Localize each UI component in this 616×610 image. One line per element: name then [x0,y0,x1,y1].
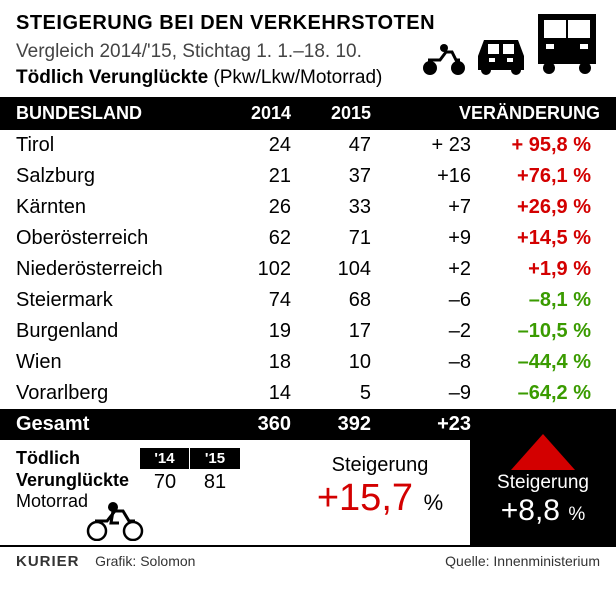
cell-diff: –2 [371,320,471,343]
bottom-right-panel: Steigerung +8,8 % [470,440,616,545]
table-header-row: BUNDESLAND 2014 2015 VERÄNDERUNG [0,97,616,130]
triangle-up-icon [511,434,575,470]
header-change: VERÄNDERUNG [371,103,600,124]
table-row: Steiermark7468–6–8,1 % [16,285,600,316]
increase-value-right: +8,8 % [470,494,616,528]
cell-diff: –9 [371,382,471,405]
mini-table-header: '14 '15 [140,448,240,469]
cell-land: Salzburg [16,165,211,188]
cell-land: Vorarlberg [16,382,211,405]
mini-header-15: '15 [190,448,240,469]
cell-2014: 102 [211,258,291,281]
table-row: Salzburg2137+16+76,1 % [16,161,600,192]
cell-diff: +9 [371,227,471,250]
cell-2015: 47 [291,134,371,157]
cell-2014: 24 [211,134,291,157]
table-row: Vorarlberg145–9–64,2 % [16,378,600,409]
cell-pct: +14,5 % [471,227,591,250]
table-row: Oberösterreich6271+9+14,5 % [16,223,600,254]
cell-pct: +26,9 % [471,196,591,219]
cell-2014: 62 [211,227,291,250]
subtitle-light: (Pkw/Lkw/Motorrad) [208,67,382,88]
cell-diff: –8 [371,351,471,374]
cell-land: Wien [16,351,211,374]
cell-land: Tirol [16,134,211,157]
cell-pct: +76,1 % [471,165,591,188]
cell-pct: –64,2 % [471,382,591,405]
cell-2015: 37 [291,165,371,188]
cell-pct: –8,1 % [471,289,591,312]
table-row: Wien1810–8–44,4 % [16,347,600,378]
cell-2014: 21 [211,165,291,188]
cell-2015: 68 [291,289,371,312]
cell-pct: + 95,8 % [471,134,591,157]
cell-pct: –44,4 % [471,351,591,374]
cell-pct: +1,9 % [471,258,591,281]
cell-diff: + 23 [371,134,471,157]
cell-2014: 26 [211,196,291,219]
brand-name: KURIER [16,553,80,570]
total-2015: 392 [291,413,371,436]
motorcycle-icon [420,42,468,76]
motorcycle-bottom-icon [85,499,145,541]
cell-2015: 10 [291,351,371,374]
mini-value-15: 81 [190,469,240,496]
cell-2015: 104 [291,258,371,281]
cell-2014: 74 [211,289,291,312]
cell-diff: +7 [371,196,471,219]
cell-2015: 17 [291,320,371,343]
bottom-mid-panel: Steigerung +15,7 % [290,440,470,545]
cell-diff: –6 [371,289,471,312]
increase-pct-right: % [568,504,585,525]
table-row: Niederösterreich102104+2+1,9 % [16,254,600,285]
header-bundesland: BUNDESLAND [16,103,211,124]
cell-land: Kärnten [16,196,211,219]
bottom-left-panel: Tödlich Verunglückte Motorrad '14 '15 70… [0,440,290,545]
infographic-container: STEIGERUNG BEI DEN VERKEHRSTOTEN Verglei… [0,0,616,610]
cell-diff: +2 [371,258,471,281]
table-row: Kärnten2633+7+26,9 % [16,192,600,223]
cell-2014: 19 [211,320,291,343]
graphic-credit: Grafik: Solomon [95,553,195,569]
mini-header-14: '14 [140,448,190,469]
cell-2014: 18 [211,351,291,374]
header-2014: 2014 [211,103,291,124]
footer-left: KURIER Grafik: Solomon [16,553,195,570]
total-pct-empty [471,413,591,436]
car-icon [472,30,530,76]
bottom-area: Tödlich Verunglückte Motorrad '14 '15 70… [0,440,616,545]
increase-label-right: Steigerung [470,472,616,494]
cell-pct: –10,5 % [471,320,591,343]
truck-icon [534,10,600,76]
table-body: Tirol2447+ 23+ 95,8 %Salzburg2137+16+76,… [0,130,616,409]
increase-label-mid: Steigerung [290,454,470,477]
cell-land: Burgenland [16,320,211,343]
cell-land: Oberösterreich [16,227,211,250]
cell-land: Steiermark [16,289,211,312]
total-diff: +23 [371,413,471,436]
table-row: Tirol2447+ 23+ 95,8 % [16,130,600,161]
cell-2015: 5 [291,382,371,405]
cell-2015: 33 [291,196,371,219]
mini-table-values: 70 81 [140,469,240,496]
total-2014: 360 [211,413,291,436]
header-2015: 2015 [291,103,371,124]
increase-num-mid: +15,7 [317,477,413,519]
increase-num-right: +8,8 [501,494,560,527]
vehicle-icons [420,10,600,76]
table-row: Burgenland1917–2–10,5 % [16,316,600,347]
cell-2014: 14 [211,382,291,405]
mini-table: '14 '15 70 81 [140,448,240,496]
total-label: Gesamt [16,413,211,436]
mini-value-14: 70 [140,469,190,496]
cell-2015: 71 [291,227,371,250]
increase-value-mid: +15,7 % [290,477,470,520]
header-area: STEIGERUNG BEI DEN VERKEHRSTOTEN Verglei… [0,0,616,97]
footer: KURIER Grafik: Solomon Quelle: Innenmini… [0,545,616,576]
cell-land: Niederösterreich [16,258,211,281]
source-credit: Quelle: Innenministerium [445,553,600,570]
subtitle-bold: Tödlich Verunglückte [16,67,208,88]
cell-diff: +16 [371,165,471,188]
increase-pct-mid: % [424,490,444,515]
